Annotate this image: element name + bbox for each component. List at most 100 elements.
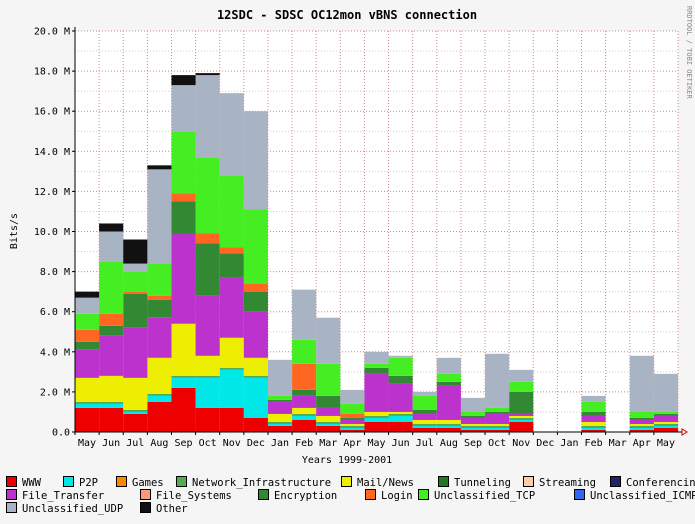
bar-segment	[653, 413, 678, 416]
bar-segment	[195, 355, 220, 376]
bar-segment	[195, 377, 220, 408]
bar-segment	[99, 313, 124, 326]
bar-segment	[171, 75, 196, 86]
bar-segment	[460, 423, 486, 426]
bar-segment	[436, 385, 461, 420]
x-tick-label: May	[657, 438, 675, 449]
x-tick-label: Dec	[536, 438, 554, 449]
bar-segment	[195, 295, 220, 356]
bar-segment	[388, 415, 413, 422]
chart-title: 12SDC - SDSC OC12mon vBNS connection	[217, 8, 477, 22]
bar-segment	[292, 407, 317, 414]
legend-item: Tunneling	[438, 476, 511, 489]
bar-segment	[340, 427, 365, 430]
bar-segment	[629, 417, 654, 420]
legend-label: Streaming	[539, 477, 596, 489]
bar-segment	[340, 423, 365, 426]
bar-segment	[147, 401, 172, 432]
bar-segment	[219, 93, 244, 176]
bar-segment	[243, 209, 268, 284]
bar-segment	[292, 419, 317, 432]
bar-segment	[316, 425, 341, 432]
bars	[75, 73, 678, 432]
side-credit-label: RRDTOOL / TOBI OETIKER	[685, 6, 693, 100]
bar-segment	[219, 407, 244, 432]
bar-segment	[460, 411, 486, 416]
legend-label: Conferencing	[626, 477, 695, 489]
bar-segment	[123, 239, 148, 264]
x-tick-label: Nov	[223, 438, 241, 449]
bar-segment	[75, 377, 100, 402]
x-tick-label: Jan	[560, 438, 578, 449]
bar-segment	[629, 427, 654, 430]
legend-item: P2P	[63, 476, 98, 489]
bar-segment	[316, 423, 341, 426]
bar-segment	[412, 425, 437, 428]
x-tick-label: May	[367, 438, 385, 449]
x-tick-label: Jun	[392, 438, 410, 449]
bar-segment	[412, 395, 437, 410]
bar-segment	[99, 335, 124, 376]
bar-segment	[219, 367, 244, 370]
legend-swatch	[365, 489, 376, 500]
bar-segment	[99, 231, 124, 262]
y-tick-labels: 0.0 2.0 M 4.0 M 6.0 M 8.0 M 10.0 M 12.0 M 14.0 …	[34, 27, 75, 439]
bar-segment	[267, 399, 293, 402]
legend-item: Network_Infrastructure	[176, 476, 331, 489]
legend-swatch	[418, 489, 429, 500]
legend-swatch	[574, 489, 585, 500]
bar-segment	[388, 355, 413, 358]
bar-segment	[292, 389, 317, 396]
bar-segment	[460, 415, 486, 418]
bar-segment	[509, 391, 534, 414]
bar-segment	[653, 427, 678, 432]
y-tick-label: 0.0	[52, 428, 70, 439]
legend-label: File_Transfer	[22, 490, 105, 502]
legend-label: Mail/News	[357, 477, 414, 489]
bar-segment	[123, 377, 148, 410]
legend-item: Login	[365, 489, 413, 502]
bar-segment	[460, 429, 486, 432]
y-tick-label: 20.0 M	[34, 27, 70, 38]
bar-segment	[75, 349, 100, 378]
bar-segment	[412, 427, 437, 432]
bar-segment	[123, 271, 148, 292]
legend-item: Encryption	[258, 489, 337, 502]
bar-segment	[364, 415, 389, 418]
bar-segment	[292, 415, 317, 420]
legend-label: Other	[156, 503, 188, 515]
legend-item: Unclassified_TCP	[418, 489, 535, 502]
legend-label: P2P	[79, 477, 98, 489]
bar-segment	[485, 411, 510, 414]
x-tick-label: Aug	[150, 438, 168, 449]
bar-segment	[243, 375, 268, 378]
bar-segment	[485, 427, 510, 430]
legend-label: Unclassified_TCP	[434, 490, 536, 502]
bar-segment	[412, 423, 437, 426]
y-tick-label: 8.0 M	[40, 267, 70, 278]
x-tick-label: Mar	[319, 438, 337, 449]
bar-segment	[581, 401, 606, 412]
bar-segment	[436, 423, 461, 426]
y-axis-label: Bits/s	[9, 213, 20, 249]
bar-segment	[243, 377, 268, 418]
y-tick-label: 6.0 M	[40, 307, 70, 318]
bar-segment	[509, 413, 534, 416]
bar-segment	[581, 415, 606, 422]
bar-segment	[364, 411, 389, 416]
x-tick-label: Aug	[440, 438, 458, 449]
legend-label: WWW	[22, 477, 41, 489]
legend-item: Unclassified_UDP	[6, 502, 123, 515]
x-tick-label: Jul	[126, 438, 144, 449]
bar-segment	[171, 377, 196, 388]
bar-segment	[436, 373, 461, 382]
bar-segment	[316, 415, 341, 422]
legend-item: File_Transfer	[6, 489, 104, 502]
bar-segment	[412, 419, 437, 424]
bar-segment	[340, 403, 365, 414]
bar-segment	[75, 297, 100, 314]
bar-segment	[509, 417, 534, 420]
bar-segment	[123, 413, 148, 432]
bar-segment	[629, 355, 654, 412]
bar-segment	[292, 395, 317, 408]
